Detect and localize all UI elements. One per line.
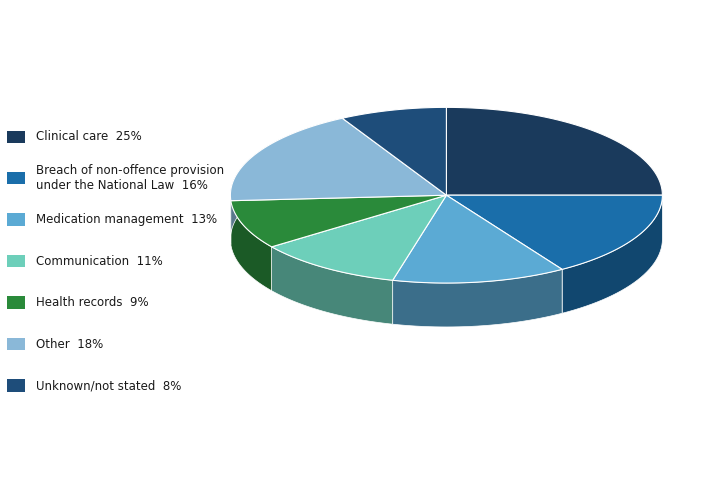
Polygon shape [342, 107, 446, 195]
Polygon shape [446, 195, 662, 269]
Text: Communication  11%: Communication 11% [36, 255, 163, 267]
Text: Other  18%: Other 18% [36, 338, 103, 350]
Polygon shape [446, 107, 662, 195]
Bar [7, 338, 25, 350]
Bar [7, 296, 25, 309]
Polygon shape [271, 195, 446, 280]
Text: Health records  9%: Health records 9% [36, 296, 148, 309]
Polygon shape [231, 201, 271, 291]
Polygon shape [271, 247, 392, 324]
Bar [7, 130, 25, 142]
Text: Medication management  13%: Medication management 13% [36, 213, 217, 226]
Bar [7, 380, 25, 391]
Text: Unknown/not stated  8%: Unknown/not stated 8% [36, 379, 181, 392]
Polygon shape [562, 195, 662, 313]
Text: Breach of non-offence provision
under the National Law  16%: Breach of non-offence provision under th… [36, 164, 224, 192]
Polygon shape [392, 269, 562, 327]
Polygon shape [230, 118, 342, 244]
Bar [7, 255, 25, 267]
Polygon shape [392, 195, 562, 283]
Bar [7, 214, 25, 225]
Bar [7, 172, 25, 184]
Polygon shape [230, 118, 446, 201]
Polygon shape [231, 195, 446, 247]
Text: Clinical care  25%: Clinical care 25% [36, 130, 142, 143]
